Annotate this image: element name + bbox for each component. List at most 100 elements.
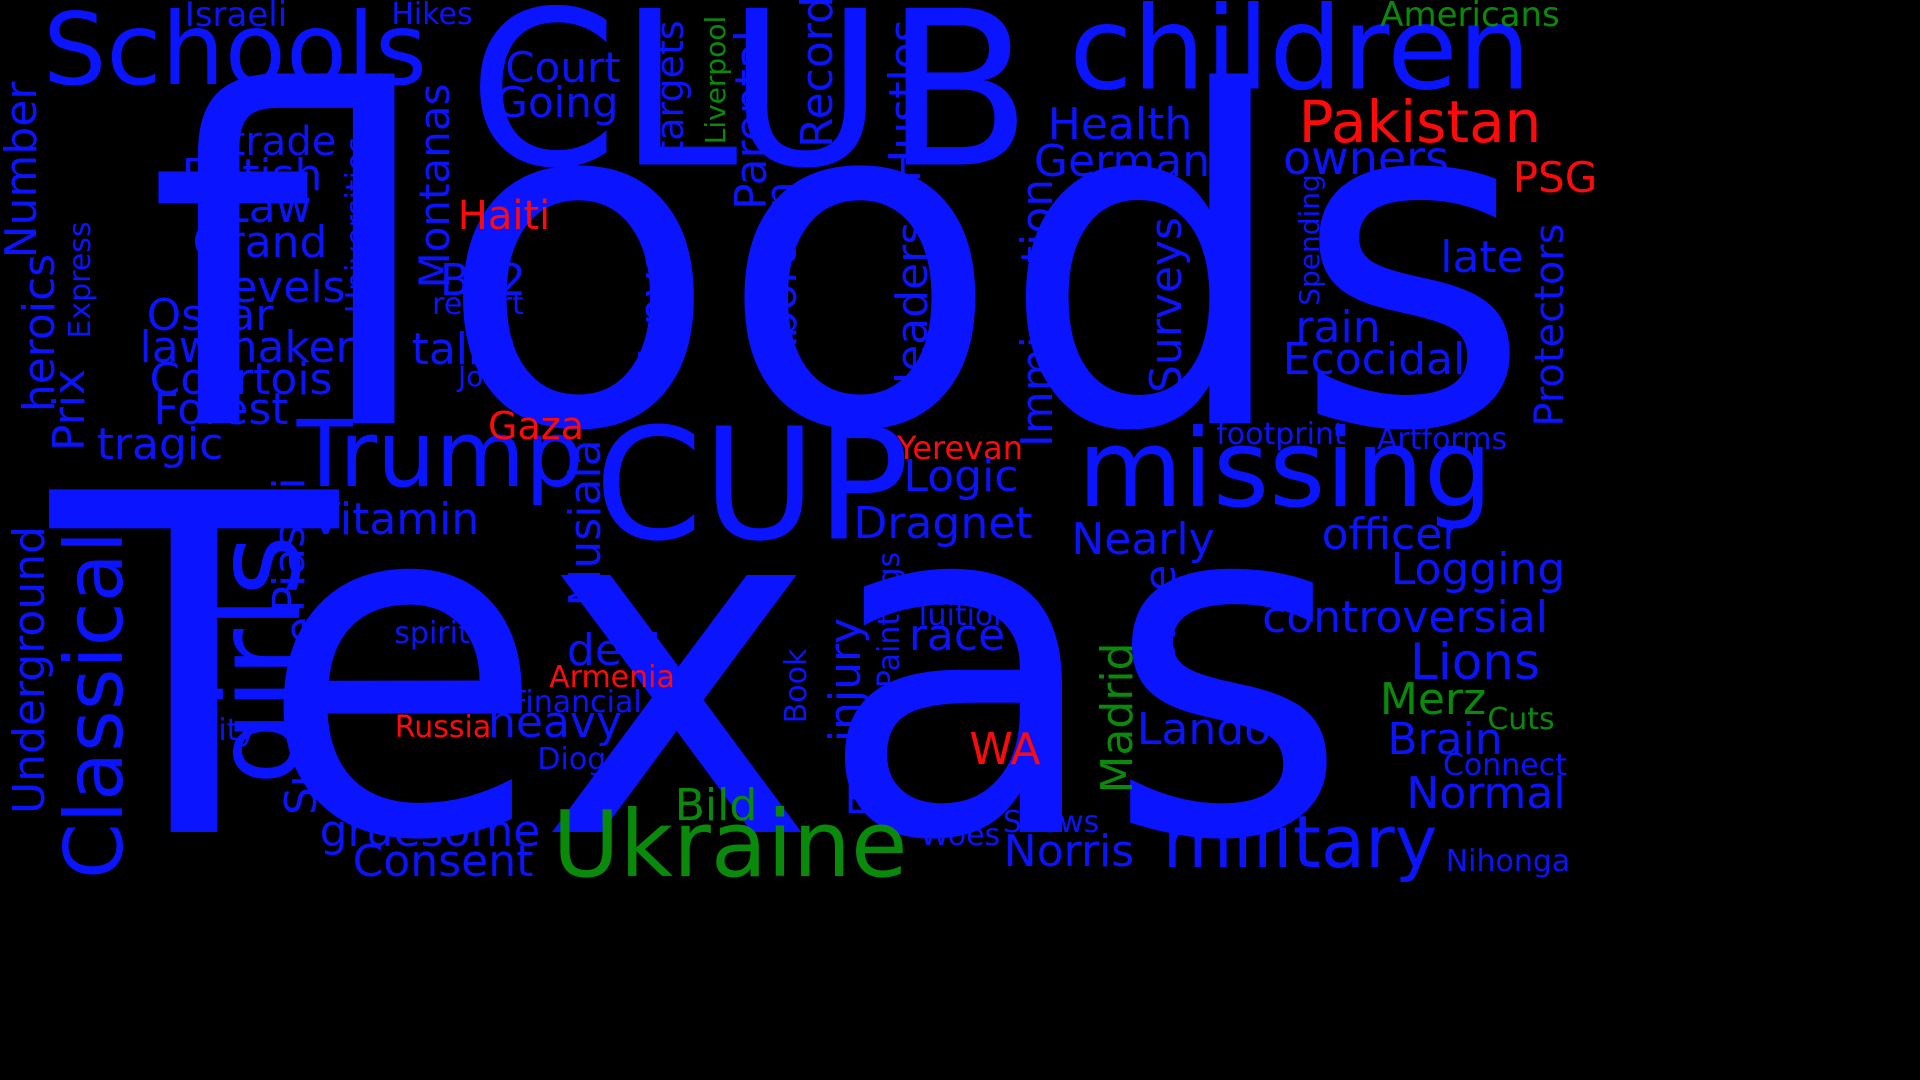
word-injury: injury (820, 617, 871, 743)
word-gruesome: gruesome (319, 806, 541, 857)
word-texas: Texas (50, 396, 1350, 943)
word-race: race (908, 610, 1006, 661)
word-courtois: Courtois (149, 354, 333, 405)
word-universities: Universities (340, 136, 375, 314)
word-schools: Schools (42, 0, 428, 108)
word-musiala: Musiala (560, 439, 611, 607)
word-paintings: Paintings (872, 551, 907, 689)
word-grand: Grand (192, 217, 328, 268)
word-madrid: Madrid (1092, 642, 1143, 794)
word-nearly: Nearly (1071, 514, 1215, 565)
word-piastri: Piastri (264, 477, 315, 613)
word-missing: missing (1077, 407, 1493, 532)
word-wa: WA (969, 724, 1041, 775)
word-late: late (1440, 232, 1524, 283)
word-merz: Merz (1379, 674, 1487, 725)
word-heavy: heavy (488, 697, 622, 748)
word-city: city (201, 713, 257, 748)
word-gaza: Gaza (488, 404, 584, 448)
word-b12: B12 (439, 255, 527, 306)
word-prix: Prix (44, 368, 95, 452)
word-haiti: Haiti (457, 193, 551, 239)
word-police: police (1135, 564, 1186, 696)
word-classical: Classical (48, 531, 141, 879)
word-underground: Underground (4, 525, 55, 815)
word-health: Health (1047, 99, 1193, 150)
word-military: military (1162, 800, 1438, 884)
word-norris: Norris (1003, 826, 1135, 877)
word-lions: Lions (1409, 633, 1541, 691)
word-hikes: Hikes (391, 0, 473, 32)
word-kenyan: Kenyan (630, 216, 681, 380)
word-shows: Shows (1002, 805, 1100, 840)
word-rain: rain (1295, 302, 1381, 353)
word-talks: talks (411, 324, 517, 375)
word-tragic: tragic (96, 419, 224, 470)
word-diogo: Diogo (537, 742, 625, 777)
word-lawmakers: lawmakers (139, 322, 377, 373)
word-logic: Logic (903, 451, 1019, 502)
word-logging: Logging (1390, 544, 1566, 595)
word-montanas: Montanas (410, 83, 459, 289)
word-hustles: Hustles (880, 19, 931, 183)
word-leaders: leaders (887, 221, 938, 385)
word-psg: PSG (1512, 153, 1598, 202)
word-going: Going (495, 78, 619, 127)
word-text: Text (173, 526, 208, 588)
word-dragnet: Dragnet (853, 498, 1033, 549)
word-supreme: Supreme (276, 617, 327, 815)
word-artforms: Artforms (1376, 422, 1508, 457)
word-oscar: Oscar (146, 290, 274, 341)
word-vitamin: Vitamin (310, 494, 480, 545)
word-spending: Spending (1293, 174, 1326, 306)
word-cuts: Cuts (1487, 702, 1555, 737)
word-ukraine: Ukraine (552, 791, 908, 898)
word-report: report (432, 287, 524, 322)
word-yerevan: Yerevan (897, 429, 1023, 467)
word-bild: Bild (674, 780, 758, 831)
word-consent: Consent (352, 836, 534, 887)
word-trump: Trump (296, 401, 584, 508)
word-lando: Lando (1136, 704, 1272, 755)
word-court: Court (505, 43, 621, 92)
word-eu: EU (844, 777, 900, 823)
word-armenia: Armenia (549, 660, 675, 695)
word-controversial: controversial (1262, 592, 1548, 643)
word-targets: targets (648, 20, 692, 156)
word-spirit: spirit (394, 616, 470, 651)
word-pakistan: Pakistan (1298, 88, 1542, 156)
word-deal: deal (566, 625, 662, 676)
word-protectors: Protectors (1527, 223, 1573, 427)
word-forest: Forest (153, 384, 289, 435)
word-footprint: footprint (1216, 417, 1346, 452)
word-financial: Financial (510, 685, 642, 720)
word-german: German (1033, 136, 1211, 187)
word-record: Record (792, 0, 843, 149)
word-ecocidal: Ecocidal (1282, 334, 1466, 385)
word-british: British (181, 150, 323, 201)
word-tuition: Tuition (913, 598, 1013, 633)
word-law: Law (224, 182, 312, 233)
word-trade: trade (229, 119, 337, 165)
word-floods: floods (147, 0, 1533, 532)
word-abortion: Abortion (756, 181, 807, 369)
word-levels: Levels (206, 262, 346, 313)
word-russia: Russia (394, 710, 492, 745)
word-children: children (1069, 0, 1531, 117)
word-americans: Americans (1380, 0, 1560, 35)
word-israeli: Israeli (184, 0, 288, 35)
word-normal: Normal (1406, 768, 1566, 819)
word-connect: Connect (1442, 748, 1568, 783)
word-jotas: Jotas (457, 360, 527, 393)
word-owners: owners (1282, 131, 1450, 185)
word-book: Book (779, 648, 814, 724)
word-brain: Brain (1387, 714, 1503, 765)
word-nihonga: Nihonga (1445, 844, 1571, 879)
word-immigration: Immigration (1012, 178, 1063, 448)
word-surveys: Surveys (1141, 217, 1192, 393)
word-officer: officer (1321, 509, 1461, 560)
word-cup: CUP (594, 394, 910, 576)
word-express: Express (63, 221, 98, 339)
word-club: CLUB (467, 0, 1033, 216)
